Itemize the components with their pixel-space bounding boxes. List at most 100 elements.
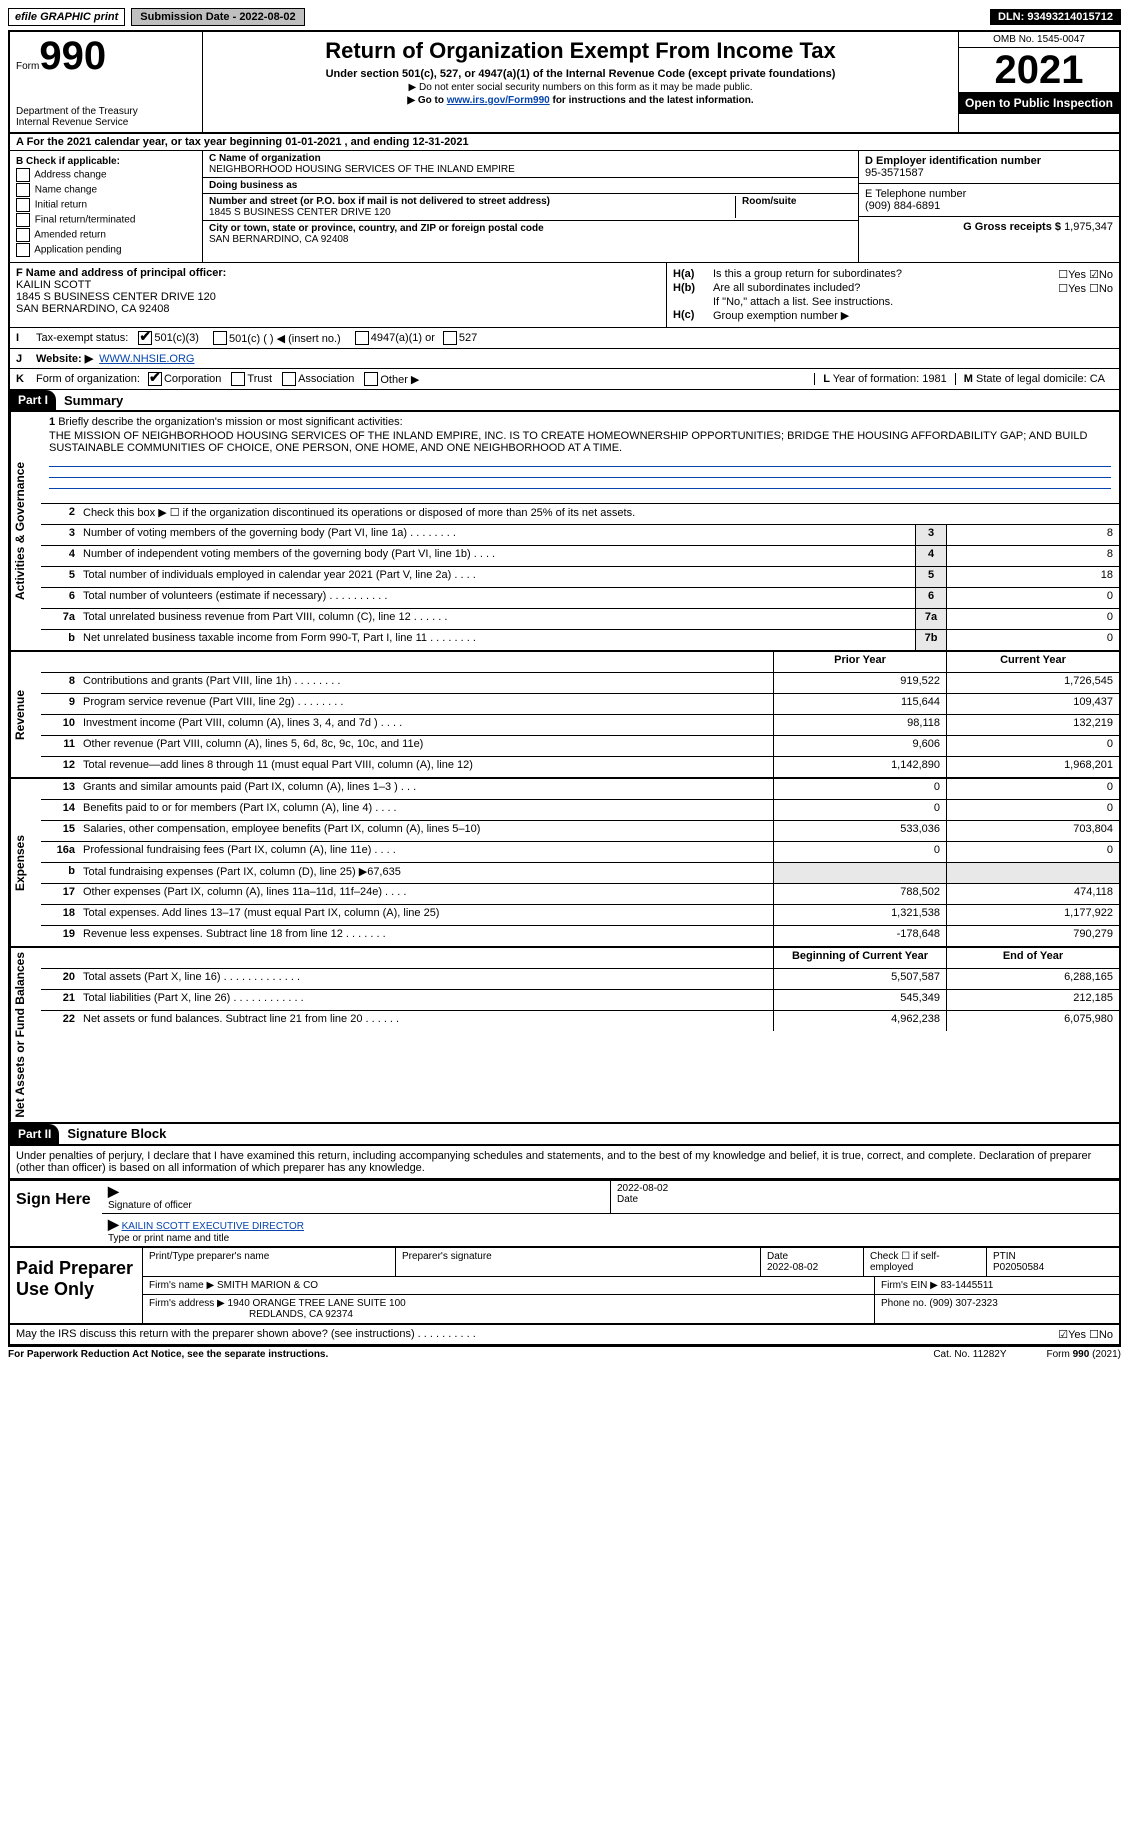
efile-label: efile GRAPHIC print (8, 8, 125, 26)
submission-date[interactable]: Submission Date - 2022-08-02 (131, 8, 304, 26)
data-line: 22Net assets or fund balances. Subtract … (41, 1011, 1119, 1031)
gov-line: 5Total number of individuals employed in… (41, 567, 1119, 588)
chk-pending: Application pending (16, 243, 196, 257)
part2-title: Signature Block (59, 1126, 166, 1141)
firm-address: Firm's address ▶ 1940 ORANGE TREE LANE S… (143, 1295, 875, 1323)
paid-preparer-label: Paid Preparer Use Only (10, 1248, 143, 1323)
gov-line: 2Check this box ▶ ☐ if the organization … (41, 504, 1119, 525)
data-line: 19Revenue less expenses. Subtract line 1… (41, 926, 1119, 946)
chk-initial: Initial return (16, 198, 196, 212)
ein: 95-3571587 (865, 167, 924, 179)
box-f: F Name and address of principal officer:… (10, 263, 667, 327)
dba-row: Doing business as (203, 178, 858, 194)
data-line: 18Total expenses. Add lines 13–17 (must … (41, 905, 1119, 926)
box-b-title: B Check if applicable: (16, 156, 120, 167)
gov-line: 6Total number of volunteers (estimate if… (41, 588, 1119, 609)
part2-bar: Part II Signature Block (10, 1124, 1119, 1146)
side-exp: Expenses (10, 779, 41, 946)
box-e: E Telephone number (909) 884-6891 (859, 184, 1119, 217)
irs-link[interactable]: www.irs.gov/Form990 (447, 95, 550, 106)
net-assets-section: Net Assets or Fund Balances Beginning of… (10, 948, 1119, 1124)
gov-line: 7aTotal unrelated business revenue from … (41, 609, 1119, 630)
firm-name: Firm's name ▶ SMITH MARION & CO (143, 1277, 875, 1294)
chk-name: Name change (16, 183, 196, 197)
box-deg: D Employer identification number 95-3571… (858, 151, 1119, 262)
form-number: 990 (39, 34, 106, 78)
data-line: 10Investment income (Part VIII, column (… (41, 715, 1119, 736)
mission-box: 1 Briefly describe the organization's mi… (41, 412, 1119, 504)
website-link[interactable]: WWW.NHSIE.ORG (99, 353, 194, 365)
top-bar: efile GRAPHIC print Submission Date - 20… (8, 8, 1121, 26)
section-bcd: B Check if applicable: Address change Na… (10, 151, 1119, 263)
gov-line: 3Number of voting members of the governi… (41, 525, 1119, 546)
form-prefix: Form (16, 61, 39, 72)
row-a-period: A For the 2021 calendar year, or tax yea… (10, 134, 1119, 151)
gov-line: bNet unrelated business taxable income f… (41, 630, 1119, 650)
discuss-answer: ☑Yes ☐No (1058, 1328, 1113, 1341)
gov-line: 4Number of independent voting members of… (41, 546, 1119, 567)
box-m: M State of legal domicile: CA (955, 373, 1113, 385)
cat-no: Cat. No. 11282Y (933, 1349, 1006, 1360)
form-ref: Form 990 (2021) (1047, 1349, 1121, 1360)
header-center: Return of Organization Exempt From Incom… (203, 32, 958, 132)
sig-date: 2022-08-02 Date (611, 1181, 1119, 1213)
org-name-row: C Name of organization NEIGHBORHOOD HOUS… (203, 151, 858, 178)
data-line: 8Contributions and grants (Part VIII, li… (41, 673, 1119, 694)
prep-ptin: PTINP02050584 (987, 1248, 1119, 1276)
box-b: B Check if applicable: Address change Na… (10, 151, 203, 262)
footer: For Paperwork Reduction Act Notice, see … (8, 1347, 1121, 1362)
form-title: Return of Organization Exempt From Incom… (213, 38, 948, 64)
section-fh: F Name and address of principal officer:… (10, 263, 1119, 328)
goto-note: ▶ Go to www.irs.gov/Form990 for instruct… (213, 95, 948, 106)
officer-name: KAILIN SCOTT (16, 279, 91, 291)
data-line: 9Program service revenue (Part VIII, lin… (41, 694, 1119, 715)
signature-declaration: Under penalties of perjury, I declare th… (10, 1146, 1119, 1180)
row-k-lm: K Form of organization: Corporation Trus… (10, 369, 1119, 390)
ha-answer: ☐Yes ☑No (1013, 268, 1113, 281)
header-right: OMB No. 1545-0047 2021 Open to Public In… (958, 32, 1119, 132)
street-address: 1845 S BUSINESS CENTER DRIVE 120 (209, 207, 735, 218)
chk-501c3[interactable] (138, 331, 152, 345)
gross-receipts: 1,975,347 (1064, 221, 1113, 233)
revenue-section: Revenue Prior Year Current Year 8Contrib… (10, 652, 1119, 779)
form-subtitle: Under section 501(c), 527, or 4947(a)(1)… (213, 68, 948, 80)
paperwork-notice: For Paperwork Reduction Act Notice, see … (8, 1349, 328, 1360)
box-l: L Year of formation: 1981 (814, 373, 955, 385)
part1-label: Part I (10, 390, 56, 410)
chk-final: Final return/terminated (16, 213, 196, 227)
data-line: 20Total assets (Part X, line 16) . . . .… (41, 969, 1119, 990)
data-line: bTotal fundraising expenses (Part IX, co… (41, 863, 1119, 884)
officer-typed: ▶ KAILIN SCOTT EXECUTIVE DIRECTOR Type o… (102, 1214, 1119, 1246)
sign-here-label: Sign Here (10, 1181, 102, 1246)
tax-year: 2021 (959, 48, 1119, 92)
chk-corp[interactable] (148, 372, 162, 386)
box-h: H(a)Is this a group return for subordina… (667, 263, 1119, 327)
dln-number: DLN: 93493214015712 (990, 9, 1121, 25)
city-row: City or town, state or province, country… (203, 221, 858, 247)
mission-text: THE MISSION OF NEIGHBORHOOD HOUSING SERV… (49, 428, 1111, 456)
prep-sig-hdr: Preparer's signature (396, 1248, 761, 1276)
data-line: 15Salaries, other compensation, employee… (41, 821, 1119, 842)
data-line: 21Total liabilities (Part X, line 26) . … (41, 990, 1119, 1011)
street-row: Number and street (or P.O. box if mail i… (203, 194, 858, 221)
firm-phone: Phone no. (909) 307-2323 (875, 1295, 1119, 1323)
side-gov: Activities & Governance (10, 412, 41, 650)
activities-governance: Activities & Governance 1 Briefly descri… (10, 412, 1119, 652)
na-header: Beginning of Current Year End of Year (41, 948, 1119, 969)
data-line: 13Grants and similar amounts paid (Part … (41, 779, 1119, 800)
data-line: 14Benefits paid to or for members (Part … (41, 800, 1119, 821)
ssn-note: ▶ Do not enter social security numbers o… (213, 82, 948, 93)
part1-title: Summary (56, 393, 123, 408)
firm-ein: Firm's EIN ▶ 83-1445511 (875, 1277, 1119, 1294)
data-line: 12Total revenue—add lines 8 through 11 (… (41, 757, 1119, 777)
header-left: Form990 Department of the Treasury Inter… (10, 32, 203, 132)
form-header: Form990 Department of the Treasury Inter… (10, 32, 1119, 134)
side-na: Net Assets or Fund Balances (10, 948, 41, 1122)
org-name: NEIGHBORHOOD HOUSING SERVICES OF THE INL… (209, 164, 852, 175)
officer-sig: ▶ Signature of officer (102, 1181, 611, 1213)
phone: (909) 884-6891 (865, 200, 940, 212)
part2-label: Part II (10, 1124, 59, 1144)
row-j: J Website: ▶ WWW.NHSIE.ORG (10, 349, 1119, 369)
hb-answer: ☐Yes ☐No (1013, 282, 1113, 295)
omb-number: OMB No. 1545-0047 (959, 32, 1119, 48)
